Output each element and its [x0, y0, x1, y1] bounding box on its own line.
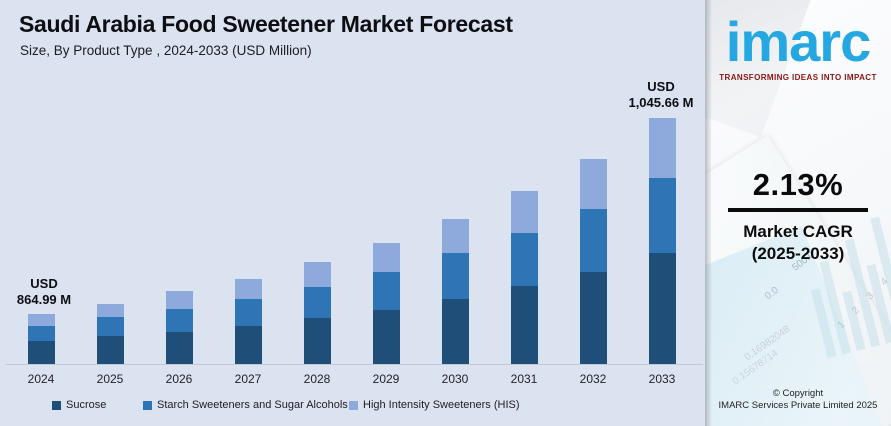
legend-label: Starch Sweeteners and Sugar Alcohols — [157, 399, 348, 411]
year-label-2033: 2033 — [648, 372, 676, 386]
cagr-label-line2: (2025-2033) — [751, 244, 845, 263]
bar-segment-starch-sweeteners-and-sugar-alcohols-2028 — [303, 287, 331, 318]
bar-segment-high-intensity-sweeteners-his-2033 — [648, 118, 676, 178]
bar-segment-sucrose-2029 — [372, 310, 400, 364]
bar-segment-starch-sweeteners-and-sugar-alcohols-2033 — [648, 178, 676, 253]
bar-segment-sucrose-2025 — [96, 336, 124, 364]
legend-item-sucrose: Sucrose — [52, 399, 106, 411]
copyright-line1: © Copyright — [772, 388, 824, 399]
imarc-logo: imarc TRANSFORMING IDEAS INTO IMPACT — [705, 10, 891, 83]
cagr-label-line1: Market CAGR — [743, 222, 853, 241]
bar-2027 — [234, 279, 262, 364]
bar-2033 — [648, 118, 676, 364]
year-label-2026: 2026 — [165, 372, 193, 386]
legend-swatch-starch-sweeteners-and-sugar-alcohols — [143, 400, 152, 410]
chart-subtitle: Size, By Product Type , 2024-2033 (USD M… — [20, 43, 312, 58]
bar-segment-high-intensity-sweeteners-his-2032 — [579, 159, 607, 209]
bar-2029 — [372, 243, 400, 364]
legend-label: Sucrose — [66, 399, 107, 411]
bar-segment-high-intensity-sweeteners-his-2026 — [165, 291, 193, 309]
cagr-block: 2.13% Market CAGR (2025-2033) — [705, 167, 891, 265]
bar-segment-starch-sweeteners-and-sugar-alcohols-2025 — [96, 317, 124, 336]
bar-segment-high-intensity-sweeteners-his-2024 — [27, 314, 55, 326]
imarc-logo-tagline: TRANSFORMING IDEAS INTO IMPACT — [719, 73, 877, 82]
bar-segment-starch-sweeteners-and-sugar-alcohols-2026 — [165, 309, 193, 332]
bar-segment-sucrose-2028 — [303, 318, 331, 364]
bar-segment-starch-sweeteners-and-sugar-alcohols-2032 — [579, 209, 607, 272]
bar-2025 — [96, 304, 124, 364]
bar-segment-starch-sweeteners-and-sugar-alcohols-2031 — [510, 233, 538, 286]
legend-swatch-high-intensity-sweeteners-his — [349, 400, 358, 410]
bar-segment-starch-sweeteners-and-sugar-alcohols-2030 — [441, 253, 469, 299]
cagr-value: 2.13% — [752, 167, 844, 202]
legend-item-high-intensity-sweeteners-his: High Intensity Sweeteners (HIS) — [349, 399, 520, 411]
bar-segment-sucrose-2033 — [648, 253, 676, 364]
bar-2024 — [27, 314, 55, 364]
info-panel: 500.0 0.0 1 2 3 4 0.16982048 0.15678714 imar… — [705, 0, 891, 426]
bar-2028 — [303, 262, 331, 364]
bar-segment-high-intensity-sweeteners-his-2031 — [510, 191, 538, 233]
imarc-logo-text: imarc — [725, 10, 871, 73]
year-label-2030: 2030 — [441, 372, 469, 386]
year-label-2024: 2024 — [27, 372, 55, 386]
bar-segment-sucrose-2031 — [510, 286, 538, 364]
year-label-2028: 2028 — [303, 372, 331, 386]
bar-2032 — [579, 159, 607, 364]
bar-segment-sucrose-2032 — [579, 272, 607, 364]
data-label-2024: USD 864.99 M — [16, 276, 72, 307]
bar-2026 — [165, 291, 193, 364]
bar-segment-high-intensity-sweeteners-his-2028 — [303, 262, 331, 287]
chart-title: Saudi Arabia Food Sweetener Market Forec… — [19, 11, 513, 37]
bar-2031 — [510, 191, 538, 364]
bar-segment-high-intensity-sweeteners-his-2027 — [234, 279, 262, 299]
cagr-underline — [728, 208, 868, 212]
bar-segment-sucrose-2024 — [27, 341, 55, 364]
year-label-2029: 2029 — [372, 372, 400, 386]
legend-swatch-sucrose — [52, 400, 61, 410]
bar-segment-sucrose-2030 — [441, 299, 469, 364]
year-label-2031: 2031 — [510, 372, 538, 386]
bar-segment-high-intensity-sweeteners-his-2025 — [96, 304, 124, 317]
bar-segment-starch-sweeteners-and-sugar-alcohols-2029 — [372, 272, 400, 310]
year-label-2027: 2027 — [234, 372, 262, 386]
data-label-2033: USD 1,045.66 M — [628, 79, 694, 110]
bar-2030 — [441, 219, 469, 364]
x-axis-line — [6, 364, 703, 365]
bar-segment-sucrose-2026 — [165, 332, 193, 364]
copyright-line2: IMARC Services Private Limited 2025 — [718, 400, 878, 411]
bar-segment-high-intensity-sweeteners-his-2030 — [441, 219, 469, 253]
year-label-2032: 2032 — [579, 372, 607, 386]
legend-item-starch-sweeteners-and-sugar-alcohols: Starch Sweeteners and Sugar Alcohols — [143, 399, 348, 411]
bar-segment-starch-sweeteners-and-sugar-alcohols-2024 — [27, 326, 55, 341]
bar-segment-high-intensity-sweeteners-his-2029 — [372, 243, 400, 272]
bar-segment-sucrose-2027 — [234, 326, 262, 364]
copyright: © Copyright IMARC Services Private Limit… — [705, 388, 891, 412]
bar-segment-starch-sweeteners-and-sugar-alcohols-2027 — [234, 299, 262, 326]
chart-section: Saudi Arabia Food Sweetener Market Forec… — [0, 0, 705, 426]
year-label-2025: 2025 — [96, 372, 124, 386]
legend-label: High Intensity Sweeteners (HIS) — [363, 399, 520, 411]
